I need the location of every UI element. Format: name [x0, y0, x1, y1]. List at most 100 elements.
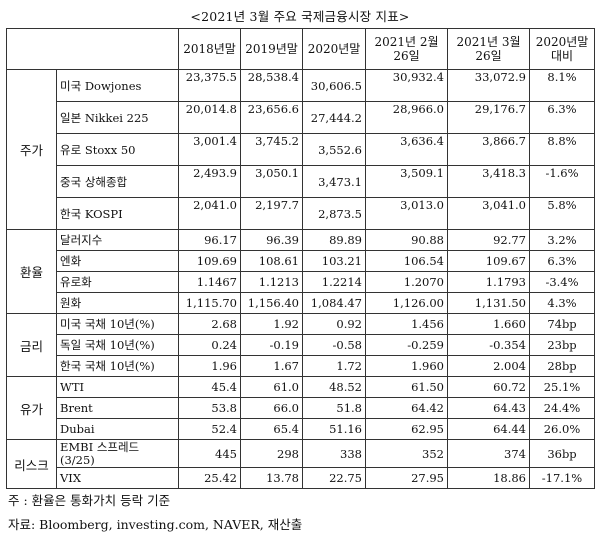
value-cell: 2,493.9: [178, 165, 241, 198]
market-indicator-table: 2018년말 2019년말 2020년말 2021년 2월 26일 2021년 …: [6, 28, 595, 489]
value-cell: 109.67: [447, 250, 530, 272]
value-cell: 3,001.4: [178, 133, 241, 166]
value-cell: 64.44: [447, 418, 530, 440]
value-cell: 1,156.40: [240, 292, 303, 314]
change-cell: -17.1%: [529, 467, 595, 489]
value-cell: 23,656.6: [240, 101, 303, 134]
value-cell: 28,538.4: [240, 69, 303, 102]
value-cell: 109.69: [178, 250, 241, 272]
table-row: 원화 1,115.70 1,156.40 1,084.47 1,126.00 1,131.…: [7, 292, 595, 314]
table-row: 한국 국채 10년(%) 1.96 1.67 1.72 1.960 2.004 28bp: [7, 355, 595, 377]
value-cell: 3,866.7: [447, 133, 530, 166]
change-cell: 5.8%: [529, 197, 595, 230]
value-cell: 3,636.4: [365, 133, 448, 166]
value-cell: 33,072.9: [447, 69, 530, 102]
value-cell: 18.86: [447, 467, 530, 489]
table-row: 일본 Nikkei 225 20,014.8 23,656.6 27,444.2 28,…: [7, 101, 595, 134]
table-row: 유가 WTI 45.4 61.0 48.52 61.50 60.72 25.1%: [6, 376, 595, 440]
value-cell: 1.660: [447, 313, 530, 335]
indicator-name: 유로 Stoxx 50: [56, 133, 179, 166]
value-cell: 108.61: [240, 250, 303, 272]
change-cell: 28bp: [529, 355, 595, 377]
change-cell: 25.1%: [529, 376, 595, 398]
change-cell: 6.3%: [529, 101, 595, 134]
change-cell: 6.3%: [529, 250, 595, 272]
value-cell: 1.92: [240, 313, 303, 335]
value-cell: -0.259: [365, 334, 448, 356]
value-cell: 92.77: [447, 229, 530, 251]
header-corner: [6, 28, 179, 70]
change-cell: 8.1%: [529, 69, 595, 102]
value-cell: 96.17: [178, 229, 241, 251]
value-cell: 25.42: [178, 467, 241, 489]
value-cell: 3,552.6: [302, 133, 366, 166]
value-cell: 1.1793: [447, 271, 530, 293]
indicator-name: EMBI 스프레드 (3/25): [56, 439, 179, 468]
value-cell: 30,932.4: [365, 69, 448, 102]
value-cell: 3,041.0: [447, 197, 530, 230]
table-row: 환율 달러지수 96.17 96.39 89.89 90.88 92.77 3.2%: [6, 229, 595, 314]
value-cell: -0.58: [302, 334, 366, 356]
table-title: <2021년 3월 주요 국제금융시장 지표>: [190, 9, 410, 24]
value-cell: 1,084.47: [302, 292, 366, 314]
change-cell: 26.0%: [529, 418, 595, 440]
group-label-oil: 유가: [6, 376, 57, 440]
indicator-name: Dubai: [56, 418, 179, 440]
footnote: 주 : 환율은 통화가치 등락 기준: [8, 493, 171, 508]
header-cell: 2020년말: [302, 28, 366, 70]
value-cell: 45.4: [178, 376, 241, 398]
change-cell: 23bp: [529, 334, 595, 356]
value-cell: 51.16: [302, 418, 366, 440]
value-cell: 2,041.0: [178, 197, 241, 230]
header-cell: 2019년말: [240, 28, 303, 70]
value-cell: 3,013.0: [365, 197, 448, 230]
value-cell: 61.50: [365, 376, 448, 398]
header-cell: 2020년말 대비: [529, 28, 595, 70]
value-cell: 65.4: [240, 418, 303, 440]
value-cell: 53.8: [178, 397, 241, 419]
value-cell: 28,966.0: [365, 101, 448, 134]
indicator-name: 달러지수: [56, 229, 179, 251]
change-cell: 3.2%: [529, 229, 595, 251]
table-row: 리스크 EMBI 스프레드 (3/25) 445 298 338 352 374 36bp: [6, 439, 595, 489]
value-cell: 3,050.1: [240, 165, 303, 198]
change-cell: 24.4%: [529, 397, 595, 419]
value-cell: 0.92: [302, 313, 366, 335]
value-cell: 2,197.7: [240, 197, 303, 230]
value-cell: 0.24: [178, 334, 241, 356]
table-row: Brent 53.8 66.0 51.8 64.42 64.43 24.4%: [7, 397, 595, 419]
value-cell: 66.0: [240, 397, 303, 419]
change-cell: 8.8%: [529, 133, 595, 166]
value-cell: 22.75: [302, 467, 366, 489]
header-cell: 2021년 2월 26일: [365, 28, 448, 70]
value-cell: 29,176.7: [447, 101, 530, 134]
table-row: VIX 25.42 13.78 22.75 27.95 18.86 -17.1%: [7, 467, 595, 489]
value-cell: 61.0: [240, 376, 303, 398]
value-cell: 1,131.50: [447, 292, 530, 314]
value-cell: 2.004: [447, 355, 530, 377]
value-cell: 27.95: [365, 467, 448, 489]
value-cell: 64.43: [447, 397, 530, 419]
value-cell: 1.456: [365, 313, 448, 335]
value-cell: 60.72: [447, 376, 530, 398]
value-cell: 352: [365, 439, 448, 468]
indicator-name: 한국 국채 10년(%): [56, 355, 179, 377]
value-cell: 1,115.70: [178, 292, 241, 314]
value-cell: 48.52: [302, 376, 366, 398]
table-row: Dubai 52.4 65.4 51.16 62.95 64.44 26.0%: [7, 418, 595, 440]
value-cell: 52.4: [178, 418, 241, 440]
table-row: 주가 미국 Dowjones 23,375.5 28,538.4 30,606.5 30,…: [6, 69, 595, 230]
source-note: 자료: Bloomberg, investing.com, NAVER, 재산출: [8, 517, 303, 532]
value-cell: 13.78: [240, 467, 303, 489]
indicator-name: WTI: [56, 376, 179, 398]
value-cell: -0.19: [240, 334, 303, 356]
value-cell: 1.1213: [240, 271, 303, 293]
value-cell: 338: [302, 439, 366, 468]
value-cell: 1.72: [302, 355, 366, 377]
value-cell: 106.54: [365, 250, 448, 272]
value-cell: 298: [240, 439, 303, 468]
group-label-stock: 주가: [6, 69, 57, 230]
value-cell: 51.8: [302, 397, 366, 419]
value-cell: 2.68: [178, 313, 241, 335]
value-cell: 1.2070: [365, 271, 448, 293]
